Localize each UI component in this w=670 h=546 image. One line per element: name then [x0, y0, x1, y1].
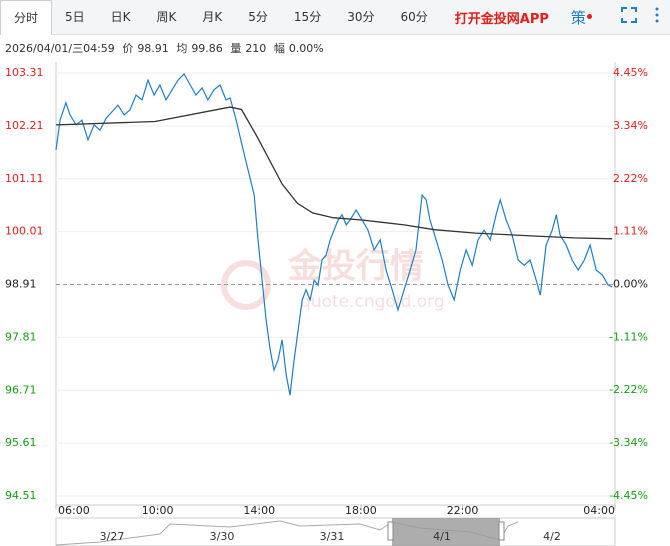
price-line [55, 73, 613, 396]
y-tick-label: 94.51 [5, 489, 37, 502]
x-tick-label: 10:00 [142, 504, 174, 517]
y2-tick-label: 4.45% [613, 66, 648, 79]
grid [56, 72, 615, 497]
y-tick-label: 98.91 [5, 278, 37, 291]
tab[interactable]: 60分 [400, 10, 428, 24]
info-bar: 2026/04/01/三04:59 价 98.91 均 99.86 量 210 幅 0.… [5, 40, 328, 56]
navigator [55, 517, 616, 546]
navigator-label: 4/2 [543, 530, 561, 543]
change: 0.00% [288, 42, 324, 55]
watermark-url: quote.cngold.org [300, 292, 445, 312]
navigator-frame [55, 517, 616, 546]
y2-tick-label: 1.11% [613, 225, 648, 238]
tab[interactable]: 月K [202, 10, 223, 24]
tab[interactable]: 分时 [0, 0, 53, 35]
label: 均 [176, 42, 188, 55]
x-tick-label: 18:00 [345, 504, 377, 517]
price: 98.91 [137, 42, 169, 55]
y-tick-label: 101.11 [5, 172, 44, 185]
label: 量 [230, 42, 242, 55]
y2-tick-label: -4.45% [609, 489, 648, 502]
more-icon[interactable] [655, 7, 659, 23]
navigator-label: 3/31 [320, 530, 345, 543]
tab[interactable]: 30分 [347, 10, 375, 24]
navigator-handle[interactable] [498, 521, 505, 541]
y2-tick-label: -2.22% [609, 383, 648, 396]
average-line [55, 106, 613, 240]
y-tick-label: 97.81 [5, 330, 37, 343]
y-tick-label: 102.21 [5, 119, 44, 132]
navigator-label: 3/27 [100, 530, 125, 543]
tab[interactable]: 周K [156, 10, 177, 24]
label: 价 [122, 42, 134, 55]
navigator-handle[interactable] [387, 521, 394, 541]
watermark-text: 金投行情 [287, 247, 424, 287]
y-tick-label: 100.01 [5, 225, 44, 238]
x-tick-label: 04:00 [583, 504, 615, 517]
y2-tick-label: -3.34% [609, 436, 648, 449]
navigator-label: 4/1 [433, 530, 451, 543]
app-link[interactable]: 打开金投网APP [454, 11, 549, 27]
y2-tick-label: -1.11% [609, 330, 648, 343]
x-tick-label: 14:00 [243, 504, 275, 517]
label: 幅 [273, 42, 285, 55]
y-tick-label: 103.31 [5, 66, 44, 79]
volume: 210 [245, 42, 267, 55]
y2-tick-label: 3.34% [613, 119, 648, 132]
tab[interactable]: 5日 [65, 10, 85, 24]
y-tick-label: 95.61 [5, 436, 37, 449]
y2-tick-label: 0.00% [613, 278, 648, 291]
x-tick-label: 06:00 [58, 504, 90, 517]
y-tick-label: 96.71 [5, 383, 37, 396]
tab[interactable]: 日K [110, 10, 131, 24]
tab[interactable]: 5分 [248, 10, 268, 24]
strategy-button[interactable]: 策 [570, 8, 592, 27]
navigator-window[interactable] [392, 518, 500, 546]
x-tick-label: 22:00 [447, 504, 479, 517]
tab[interactable]: 15分 [293, 10, 322, 24]
avg: 99.86 [191, 42, 223, 55]
tab-bar: 分时 5日 日K 周K 月K 5分 15分 30分 60分 打开金投网APP 策 [0, 0, 670, 35]
navigator-label: 3/30 [210, 530, 235, 543]
y2-tick-label: 2.22% [613, 172, 648, 185]
fullscreen-icon[interactable] [621, 7, 637, 23]
datetime: 2026/04/01/三04:59 [5, 42, 115, 55]
watermark: 金投行情 quote.cngold.org [221, 247, 445, 312]
